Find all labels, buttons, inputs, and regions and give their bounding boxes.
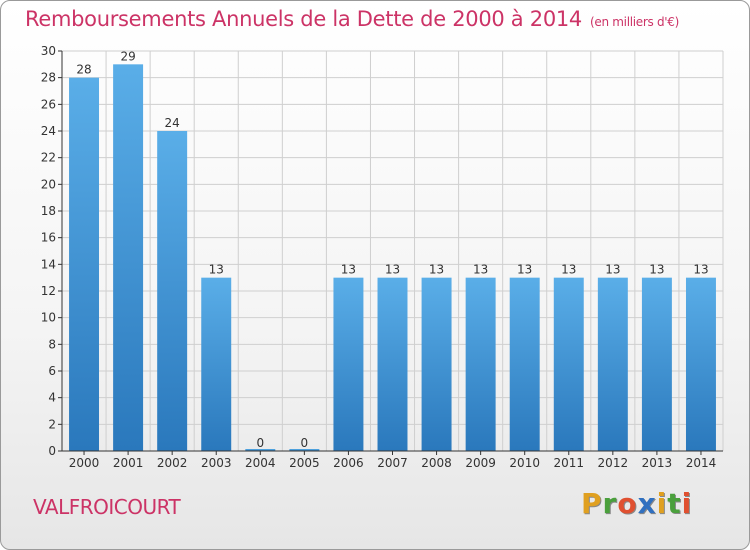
data-label: 13 bbox=[561, 263, 576, 277]
x-tick-label: 2006 bbox=[333, 456, 364, 470]
data-label: 29 bbox=[120, 49, 135, 63]
y-tick-label: 24 bbox=[41, 124, 56, 138]
data-label: 13 bbox=[385, 263, 400, 277]
bar-2003[interactable] bbox=[201, 277, 232, 451]
y-tick-label: 18 bbox=[41, 204, 56, 218]
y-tick-label: 22 bbox=[41, 151, 56, 165]
x-tick-label: 2013 bbox=[642, 456, 673, 470]
logo-letter: i bbox=[656, 487, 668, 520]
data-label: 13 bbox=[473, 263, 488, 277]
y-tick-label: 10 bbox=[41, 311, 56, 325]
x-tick-label: 2003 bbox=[201, 456, 232, 470]
x-tick-label: 2005 bbox=[289, 456, 320, 470]
data-label: 13 bbox=[649, 263, 664, 277]
logo-letter: x bbox=[637, 487, 657, 520]
x-tick-label: 2004 bbox=[245, 456, 276, 470]
bar-2004[interactable] bbox=[245, 449, 276, 451]
bar-2005[interactable] bbox=[289, 449, 320, 451]
bar-2011[interactable] bbox=[553, 277, 584, 451]
logo-letter: r bbox=[602, 487, 618, 520]
x-tick-label: 2007 bbox=[377, 456, 408, 470]
chart-title-text: Remboursements Annuels de la Dette de 20… bbox=[25, 7, 582, 31]
data-label: 0 bbox=[256, 436, 264, 450]
x-tick-label: 2001 bbox=[113, 456, 144, 470]
data-label: 13 bbox=[605, 263, 620, 277]
y-tick-label: 4 bbox=[48, 391, 56, 405]
logo-letter: t bbox=[667, 487, 682, 520]
data-label: 24 bbox=[165, 116, 180, 130]
x-tick-label: 2010 bbox=[509, 456, 540, 470]
y-tick-label: 12 bbox=[41, 284, 56, 298]
bar-2000[interactable] bbox=[69, 77, 100, 452]
chart-subtitle: (en milliers d'€) bbox=[590, 15, 680, 29]
x-tick-label: 2012 bbox=[598, 456, 629, 470]
y-tick-label: 16 bbox=[41, 231, 56, 245]
bar-2008[interactable] bbox=[421, 277, 452, 451]
bar-2001[interactable] bbox=[113, 64, 144, 452]
commune-name: VALFROICOURT bbox=[33, 495, 181, 519]
x-tick-label: 2000 bbox=[69, 456, 100, 470]
y-tick-label: 28 bbox=[41, 71, 56, 85]
x-tick-label: 2002 bbox=[157, 456, 188, 470]
logo-letter: o bbox=[617, 487, 638, 520]
bars bbox=[69, 64, 716, 452]
y-tick-label: 8 bbox=[48, 337, 56, 351]
data-label: 13 bbox=[429, 263, 444, 277]
logo-letter: P bbox=[581, 487, 603, 520]
y-tick-label: 20 bbox=[41, 177, 56, 191]
y-tick-label: 26 bbox=[41, 97, 56, 111]
y-tick-label: 30 bbox=[41, 44, 56, 58]
bar-2002[interactable] bbox=[157, 131, 188, 451]
bar-2010[interactable] bbox=[509, 277, 540, 451]
bar-2014[interactable] bbox=[685, 277, 716, 451]
x-tick-label: 2009 bbox=[465, 456, 496, 470]
x-tick-label: 2008 bbox=[421, 456, 452, 470]
y-tick-label: 2 bbox=[48, 417, 56, 431]
x-tick-label: 2011 bbox=[553, 456, 584, 470]
y-tick-label: 14 bbox=[41, 257, 56, 271]
logo-letter: i bbox=[681, 487, 693, 520]
data-label: 0 bbox=[301, 436, 309, 450]
data-label: 13 bbox=[341, 263, 356, 277]
proxiti-logo[interactable]: Proxiti bbox=[581, 487, 692, 520]
bar-2006[interactable] bbox=[333, 277, 364, 451]
data-label: 28 bbox=[76, 63, 91, 77]
data-label: 13 bbox=[517, 263, 532, 277]
bar-2009[interactable] bbox=[465, 277, 496, 451]
bar-2012[interactable] bbox=[597, 277, 628, 451]
data-label: 13 bbox=[693, 263, 708, 277]
y-tick-label: 0 bbox=[48, 444, 56, 458]
x-tick-label: 2014 bbox=[686, 456, 717, 470]
y-tick-label: 6 bbox=[48, 364, 56, 378]
bar-2007[interactable] bbox=[377, 277, 408, 451]
data-label: 13 bbox=[209, 263, 224, 277]
chart-title: Remboursements Annuels de la Dette de 20… bbox=[25, 7, 679, 31]
data-labels: 28 29 24 13 0 0 13 13 13 13 13 13 13 13 13 bbox=[76, 49, 708, 450]
bar-2013[interactable] bbox=[641, 277, 672, 451]
